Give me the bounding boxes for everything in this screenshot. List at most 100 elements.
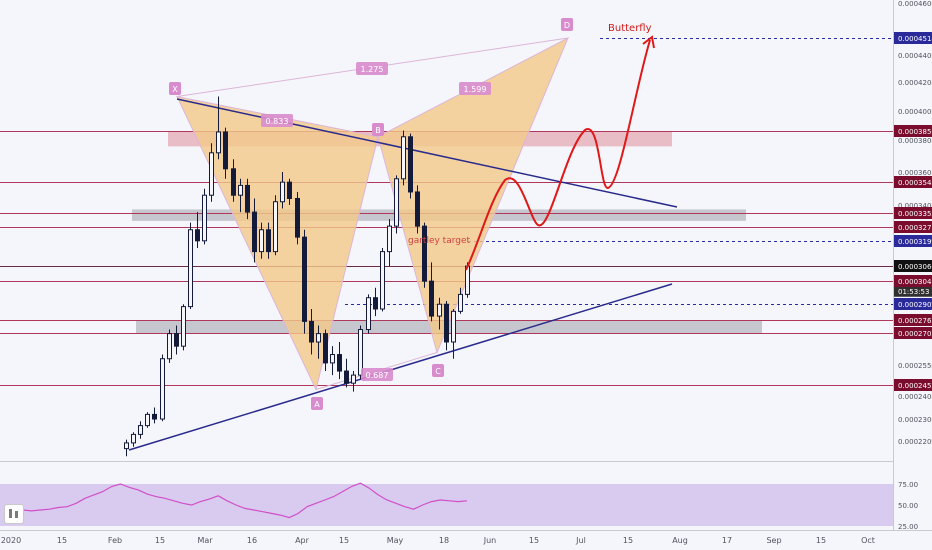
trendlines-layer <box>128 98 678 451</box>
pattern-point-a: A <box>314 400 320 409</box>
price-badge <box>894 32 932 44</box>
pattern-labels-layer: 1.275 1.599 0.833 0.687 Butterfly gartley tar… <box>169 18 652 410</box>
two-candles-icon[interactable] <box>4 504 24 524</box>
price-badge <box>894 379 932 391</box>
candle-body <box>309 320 314 343</box>
price-badge <box>894 327 932 339</box>
candle-body <box>181 306 186 347</box>
time-tick-label: Oct <box>861 536 875 545</box>
candle-body <box>202 194 207 242</box>
price-badge-label: 0.0003199 <box>898 238 932 246</box>
pattern-point-d: D <box>564 21 570 30</box>
candle-body <box>401 136 406 180</box>
candle-body <box>266 229 271 253</box>
pattern-point-c-bg <box>432 364 444 377</box>
price-badge <box>894 314 932 326</box>
price-badge <box>894 125 932 137</box>
candle-body <box>209 152 214 196</box>
candle-body <box>429 280 434 317</box>
candle-body <box>465 265 470 295</box>
price-badge <box>894 284 932 297</box>
candle-body <box>444 303 449 343</box>
projection-arrowhead <box>642 35 655 49</box>
candle-body <box>337 354 342 372</box>
candle-body <box>174 333 179 347</box>
price-badge <box>894 260 932 272</box>
candle-body <box>380 251 385 310</box>
butterfly-label: Butterfly <box>608 23 652 34</box>
candle-body <box>451 310 456 343</box>
time-tick-label: Jul <box>575 536 586 545</box>
projection-layer <box>465 35 655 271</box>
candle-body <box>351 374 356 384</box>
time-tick-label: 15 <box>816 536 826 545</box>
gartley-target-label: gartley target <box>408 236 471 246</box>
price-badge-label: 0.0002902 <box>898 301 932 309</box>
candle-body <box>145 413 150 427</box>
candle-body <box>373 297 378 310</box>
ratio-label-bg <box>459 82 491 95</box>
candle-body <box>366 297 371 331</box>
price-tick-label: 0.0002200 <box>898 438 932 446</box>
time-tick-label: Jun <box>483 536 497 545</box>
projection-path[interactable] <box>465 39 651 271</box>
candle-body <box>216 131 221 154</box>
ascending-trendline[interactable] <box>128 283 673 451</box>
candle-body <box>238 184 243 196</box>
price-badge <box>894 207 932 219</box>
candle-body <box>280 181 285 203</box>
rsi-band <box>0 484 893 526</box>
candle-body <box>387 225 392 253</box>
candle-body <box>330 354 335 364</box>
ratio-label: 0.687 <box>366 371 389 380</box>
candle-body <box>138 425 143 435</box>
price-badge-label: 0.0003275 <box>898 224 932 232</box>
descending-trendline[interactable] <box>176 98 678 208</box>
time-tick-label: Mar <box>197 536 213 545</box>
time-tick-label: 15 <box>529 536 539 545</box>
candle-body <box>124 442 129 450</box>
time-tick-label: May <box>387 536 404 545</box>
ratio-label: 0.833 <box>266 117 289 126</box>
price-badge <box>894 235 932 247</box>
candle-body <box>422 225 427 282</box>
rsi-line <box>4 482 468 519</box>
candle-body <box>437 303 442 317</box>
candle-body <box>408 136 413 193</box>
pattern-point-b: B <box>375 126 381 135</box>
candle-body <box>287 181 292 199</box>
price-badge-label: 0.0003541 <box>898 179 932 187</box>
pattern-point-d-bg <box>561 18 573 31</box>
price-badge-label: 0.0004518 <box>898 35 932 43</box>
price-badge-label: 0.0003041 <box>898 278 932 286</box>
candle-body <box>394 178 399 227</box>
candle-body <box>195 229 200 242</box>
price-badge-label: 0.0002767 <box>898 317 932 325</box>
price-badge <box>894 275 932 287</box>
rsi-tick-label: 25.00 <box>898 523 918 531</box>
price-badge <box>894 221 932 233</box>
price-badge-label: 0.0002451 <box>898 382 932 390</box>
time-tick-label: 15 <box>155 536 165 545</box>
candle-body <box>295 197 300 238</box>
candle-body <box>358 329 363 376</box>
ratio-label: 1.275 <box>361 65 384 74</box>
pattern-point-a-bg <box>311 397 323 410</box>
price-badge-label: 0.0003355 <box>898 210 932 218</box>
candle-body <box>167 333 172 360</box>
time-tick-label: Feb <box>108 536 122 545</box>
candle-body <box>415 191 420 227</box>
candle-body <box>302 236 307 322</box>
ratio-label: 1.599 <box>464 85 487 94</box>
candle-body <box>131 433 136 444</box>
